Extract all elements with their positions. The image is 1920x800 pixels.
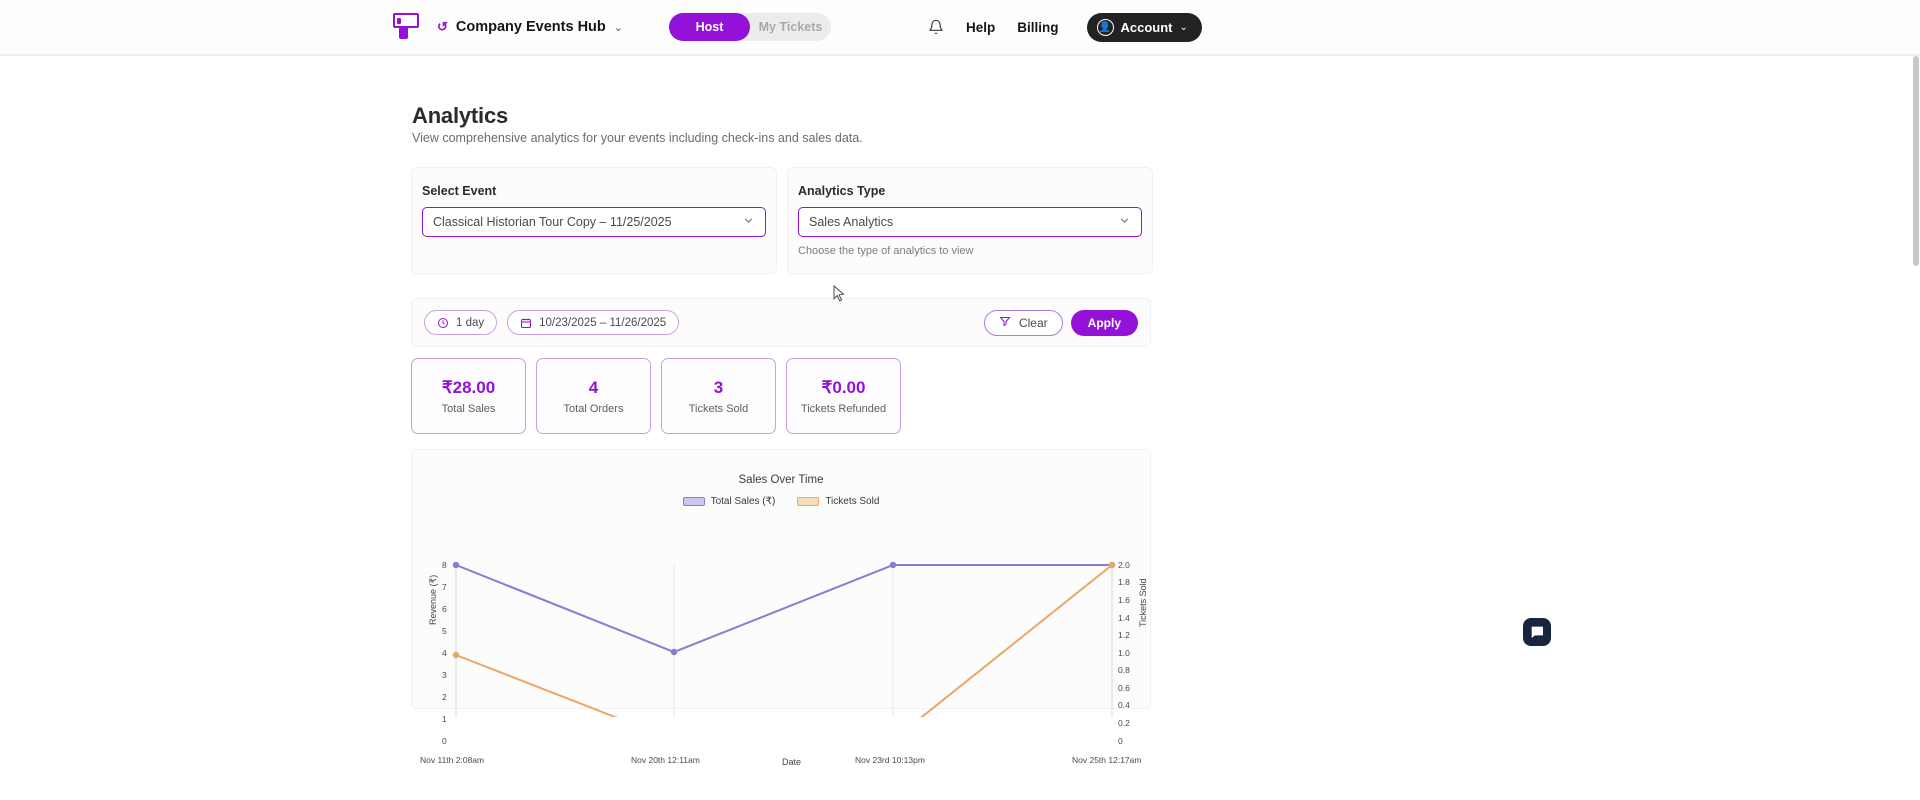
chat-icon bbox=[1531, 626, 1543, 638]
chevron-down-icon: ⌄ bbox=[1179, 21, 1188, 33]
chart-title: Sales Over Time bbox=[738, 474, 824, 486]
x-tick-label: Nov 25th 12:17am bbox=[1072, 755, 1142, 765]
account-button[interactable]: 👤 Account ⌄ bbox=[1086, 12, 1202, 42]
clear-button[interactable]: Clear bbox=[983, 309, 1063, 336]
y-tick-right: 1.2 bbox=[1118, 630, 1130, 640]
interval-chip-label: 1 day bbox=[456, 316, 485, 329]
stat-value: 3 bbox=[713, 377, 724, 397]
y-tick-right: 1.4 bbox=[1118, 613, 1130, 623]
chart-svg bbox=[452, 561, 1116, 717]
analytics-type-value: Sales Analytics bbox=[809, 215, 894, 229]
y-tick-left: 4 bbox=[442, 648, 447, 658]
y-tick-right: 0 bbox=[1118, 736, 1123, 746]
y-tick-left: 8 bbox=[442, 560, 447, 570]
stat-card-tickets-refunded: ₹0.00 Tickets Refunded bbox=[786, 358, 901, 434]
calendar-icon bbox=[520, 317, 532, 329]
chevron-down-icon bbox=[1118, 214, 1131, 230]
page-subtitle: View comprehensive analytics for your ev… bbox=[412, 131, 863, 145]
y-tick-left: 3 bbox=[442, 670, 447, 680]
y-tick-left: 6 bbox=[442, 604, 447, 614]
y-tick-right: 1.6 bbox=[1118, 595, 1130, 605]
stat-label: Total Orders bbox=[563, 402, 624, 415]
tab-my-tickets[interactable]: My Tickets bbox=[758, 20, 823, 34]
analytics-type-dropdown[interactable]: Sales Analytics bbox=[798, 207, 1142, 237]
chevron-down-icon bbox=[742, 214, 755, 230]
filter-toolbar: 1 day 10/23/2025 – 11/26/2025 Clear Appl… bbox=[411, 298, 1151, 347]
date-range-chip[interactable]: 10/23/2025 – 11/26/2025 bbox=[507, 310, 680, 335]
y-tick-right: 1.0 bbox=[1118, 648, 1130, 658]
org-name-label: Company Events Hub bbox=[455, 19, 606, 35]
y-tick-right: 2.0 bbox=[1118, 560, 1130, 570]
filter-icon bbox=[999, 315, 1011, 330]
select-event-value: Classical Historian Tour Copy – 11/25/20… bbox=[433, 215, 672, 229]
y-tick-left: 2 bbox=[442, 692, 447, 702]
tab-host[interactable]: Host bbox=[669, 13, 750, 41]
selector-row: Select Event Classical Historian Tour Co… bbox=[411, 167, 1153, 274]
stat-value: ₹0.00 bbox=[821, 377, 866, 397]
bell-icon[interactable] bbox=[928, 19, 944, 35]
header-divider bbox=[0, 55, 1920, 56]
stat-label: Total Sales bbox=[441, 402, 496, 415]
page-scrollbar[interactable] bbox=[1913, 56, 1919, 266]
stat-card-total-sales: ₹28.00 Total Sales bbox=[411, 358, 526, 434]
sales-over-time-chart-panel: Sales Over Time Total Sales (₹) Tickets … bbox=[411, 449, 1151, 767]
x-tick-label: Nov 23rd 10:13pm bbox=[855, 755, 925, 765]
x-tick-label: Nov 20th 12:11am bbox=[631, 755, 700, 765]
y-tick-right: 0.4 bbox=[1118, 700, 1130, 710]
y-tick-left: 1 bbox=[442, 714, 447, 724]
y-tick-right: 0.8 bbox=[1118, 665, 1130, 675]
select-event-label: Select Event bbox=[422, 184, 497, 198]
stat-value: 4 bbox=[588, 377, 599, 397]
legend-label: Tickets Sold bbox=[825, 496, 880, 507]
y-tick-right: 1.8 bbox=[1118, 577, 1130, 587]
analytics-type-helper: Choose the type of analytics to view bbox=[798, 245, 974, 257]
clock-icon bbox=[437, 317, 449, 329]
apply-button-label: Apply bbox=[1087, 315, 1121, 330]
nav-right-group: Help Billing 👤 Account ⌄ bbox=[928, 12, 1202, 42]
legend-swatch-sales bbox=[682, 497, 705, 506]
legend-swatch-tickets bbox=[797, 497, 820, 506]
select-event-card: Select Event Classical Historian Tour Co… bbox=[411, 167, 777, 274]
y-tick-right: 0.2 bbox=[1118, 718, 1130, 728]
nav-link-help[interactable]: Help bbox=[966, 19, 996, 35]
y-tick-right: 0.6 bbox=[1118, 683, 1130, 693]
y-tick-left: 7 bbox=[442, 582, 447, 592]
mode-switcher[interactable]: Host My Tickets bbox=[669, 13, 831, 41]
nav-link-billing[interactable]: Billing bbox=[1017, 19, 1059, 35]
legend-item-tickets-sold[interactable]: Tickets Sold bbox=[797, 496, 879, 507]
x-tick-label: Nov 11th 2:08am bbox=[420, 755, 485, 765]
y-tick-left: 5 bbox=[442, 626, 447, 636]
select-event-dropdown[interactable]: Classical Historian Tour Copy – 11/25/20… bbox=[422, 207, 766, 237]
chevron-down-icon: ⌄ bbox=[613, 21, 623, 34]
page-title: Analytics bbox=[412, 103, 509, 128]
x-axis-title: Date bbox=[782, 757, 802, 767]
chat-widget-button[interactable] bbox=[1523, 618, 1551, 646]
apply-button[interactable]: Apply bbox=[1070, 309, 1138, 336]
legend-label: Total Sales (₹) bbox=[710, 496, 776, 507]
account-label: Account bbox=[1120, 19, 1173, 35]
y-tick-left: 0 bbox=[442, 736, 447, 746]
clear-button-label: Clear bbox=[1018, 315, 1048, 330]
legend-item-total-sales[interactable]: Total Sales (₹) bbox=[682, 496, 776, 507]
date-range-chip-label: 10/23/2025 – 11/26/2025 bbox=[539, 316, 667, 329]
analytics-type-card: Analytics Type Sales Analytics Choose th… bbox=[787, 167, 1153, 274]
analytics-type-label: Analytics Type bbox=[798, 184, 886, 198]
top-navigation-bar: ↺ Company Events Hub ⌄ Host My Tickets H… bbox=[0, 0, 1920, 55]
interval-chip[interactable]: 1 day bbox=[424, 310, 498, 335]
refresh-icon: ↺ bbox=[437, 19, 448, 34]
stat-label: Tickets Sold bbox=[688, 402, 749, 415]
stat-value: ₹28.00 bbox=[441, 377, 496, 397]
stat-card-tickets-sold: 3 Tickets Sold bbox=[661, 358, 776, 434]
stat-label: Tickets Refunded bbox=[800, 402, 887, 415]
ticket-logo-icon[interactable] bbox=[393, 13, 419, 39]
stat-card-row: ₹28.00 Total Sales 4 Total Orders 3 Tick… bbox=[411, 358, 901, 434]
stat-card-total-orders: 4 Total Orders bbox=[536, 358, 651, 434]
user-avatar-icon: 👤 bbox=[1096, 18, 1114, 36]
chart-legend: Total Sales (₹) Tickets Sold bbox=[412, 496, 1150, 507]
org-switcher[interactable]: ↺ Company Events Hub ⌄ bbox=[437, 19, 623, 35]
chart-plot-area: Revenue (₹) Tickets Sold 8 7 6 5 4 3 2 1… bbox=[412, 507, 1152, 767]
